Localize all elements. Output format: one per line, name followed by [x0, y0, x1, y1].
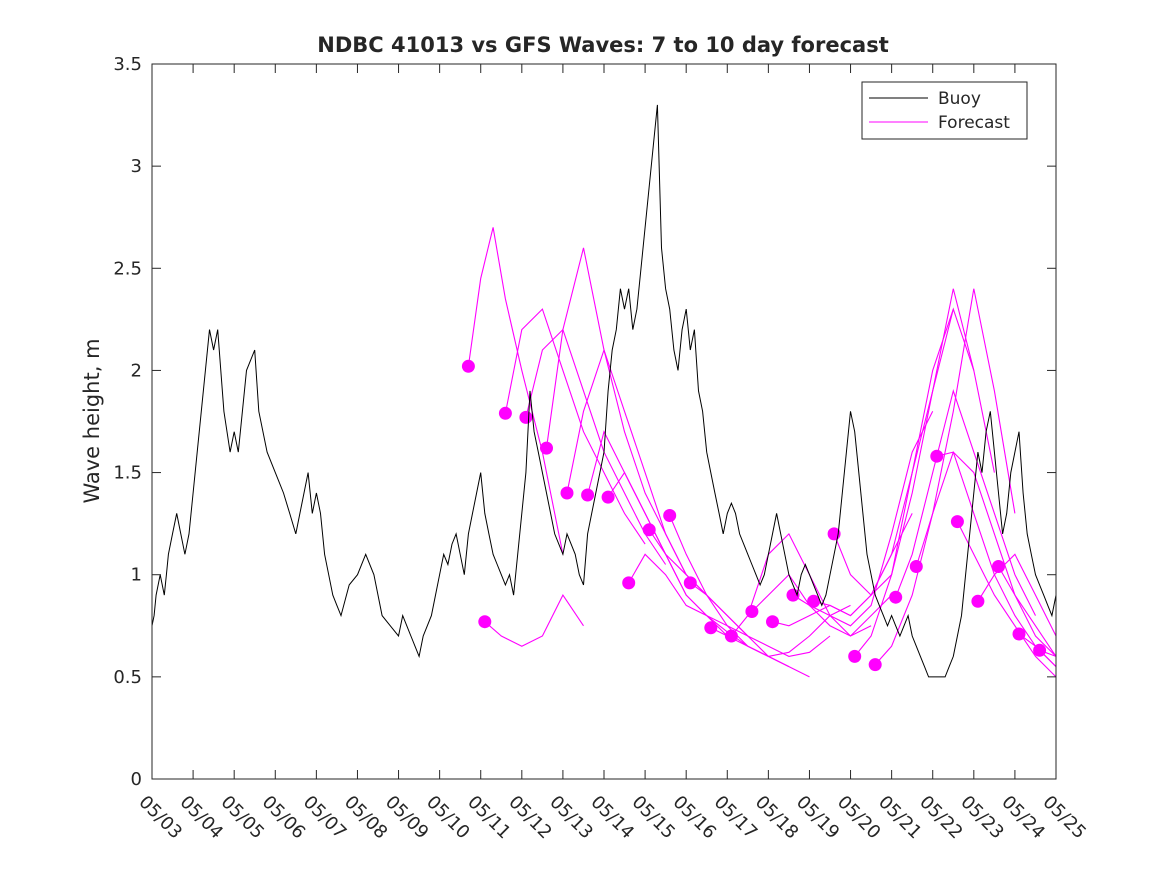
y-tick-label: 2	[131, 360, 142, 381]
x-tick-label: 05/16	[669, 792, 721, 844]
forecast-start-point-1	[461, 359, 475, 373]
forecast-line-2	[484, 594, 584, 647]
chart-title: NDBC 41013 vs GFS Waves: 7 to 10 day for…	[317, 33, 888, 57]
forecast-line-27	[998, 566, 1057, 657]
forecast-start-point-11	[663, 509, 677, 522]
x-tick-label: 05/15	[628, 792, 680, 844]
x-tick-label: 05/03	[134, 792, 186, 844]
x-tick-label: 05/20	[833, 792, 885, 844]
y-tick-label: 3.5	[113, 54, 142, 75]
forecast-start-point-14	[724, 629, 738, 643]
forecast-line-21	[874, 288, 1016, 665]
forecast-line-20	[854, 307, 995, 657]
x-tick-label: 05/17	[710, 792, 762, 844]
x-tick-label: 05/18	[751, 792, 803, 844]
forecast-start-point-13	[704, 621, 718, 635]
forecast-start-point-29	[1033, 643, 1047, 657]
buoy-series	[151, 104, 1057, 678]
x-tick-label: 05/22	[915, 792, 967, 844]
forecast-start-point-7	[581, 488, 595, 502]
forecast-series	[461, 227, 1057, 678]
forecast-start-point-4	[519, 410, 533, 424]
forecast-line-22	[895, 388, 1036, 616]
forecast-line-19	[833, 288, 975, 596]
x-tick-label: 05/13	[545, 792, 597, 844]
forecast-start-point-18	[807, 594, 821, 608]
plot-area	[152, 64, 1056, 779]
forecast-line-9	[628, 553, 769, 657]
forecast-start-point-5	[540, 441, 553, 455]
y-tick-label: 2.5	[113, 258, 142, 279]
forecast-start-point-20	[848, 649, 862, 663]
forecast-start-point-27	[992, 560, 1005, 573]
forecast-start-point-24	[930, 449, 944, 463]
legend-box	[861, 81, 1028, 140]
forecast-start-point-9	[622, 576, 636, 590]
forecast-line-25	[956, 521, 1057, 678]
forecast-line-15	[751, 573, 892, 637]
legend-label-forecast: Forecast	[938, 113, 1010, 133]
forecast-line-26	[977, 553, 1057, 637]
y-tick-label: 0.5	[113, 667, 142, 688]
x-tick-label: 05/05	[217, 792, 269, 844]
forecast-line-8	[607, 471, 749, 637]
plot-background	[152, 64, 1056, 779]
forecast-line-18	[813, 308, 954, 617]
forecast-start-point-3	[498, 406, 512, 420]
x-tick-label: 05/25	[1038, 792, 1090, 844]
forecast-start-point-12	[683, 576, 697, 590]
x-tick-label: 05/19	[792, 792, 844, 844]
forecast-start-point-22	[889, 590, 903, 604]
x-tick-label: 05/23	[956, 792, 1008, 844]
forecast-start-point-8	[601, 490, 615, 504]
forecast-line-23	[915, 451, 1057, 657]
x-tick-label: 05/09	[381, 792, 433, 844]
forecast-line-6	[566, 348, 708, 596]
x-tick-label: 05/10	[422, 792, 474, 844]
y-tick-label: 0	[131, 769, 142, 790]
forecast-line-5	[545, 247, 687, 575]
forecast-start-point-23	[909, 560, 923, 573]
forecast-start-point-10	[642, 523, 656, 537]
forecast-start-point-16	[766, 615, 779, 629]
forecast-start-point-6	[560, 486, 574, 500]
forecast-line-3	[504, 308, 646, 545]
x-tick-label: 05/07	[299, 792, 351, 844]
y-tick-label: 1	[131, 565, 142, 586]
x-tick-label: 05/08	[340, 792, 392, 844]
x-tick-label: 05/24	[997, 792, 1049, 844]
legend-label-buoy: Buoy	[938, 89, 981, 109]
y-tick-label: 1.5	[113, 463, 142, 484]
legend: Buoy Forecast	[861, 81, 1028, 140]
buoy-line	[151, 104, 1057, 678]
forecast-line-4	[525, 328, 667, 565]
forecast-start-point-21	[868, 658, 882, 672]
forecast-start-point-15	[745, 605, 759, 618]
x-tick-label: 05/21	[874, 792, 926, 844]
forecast-start-point-26	[971, 594, 985, 608]
x-tick-label: 05/06	[258, 792, 310, 844]
x-tick-label: 05/04	[176, 792, 228, 844]
x-tick-label: 05/12	[504, 792, 556, 844]
forecast-start-point-2	[478, 615, 492, 629]
forecast-line-12	[689, 582, 831, 657]
forecast-start-point-28	[1012, 627, 1026, 641]
y-axis-label: Wave height, m	[80, 338, 104, 503]
y-tick-label: 3	[131, 156, 142, 177]
x-tick-label: 05/14	[586, 792, 638, 844]
forecast-start-point-25	[950, 515, 964, 529]
x-tick-label: 05/11	[463, 792, 515, 844]
